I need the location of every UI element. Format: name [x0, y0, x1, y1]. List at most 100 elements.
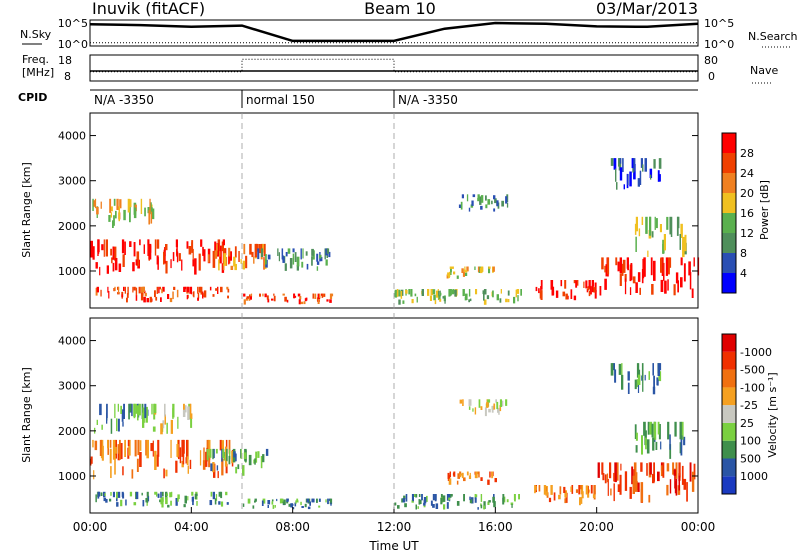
heatmap-cell	[610, 363, 614, 376]
heatmap-cell	[262, 243, 264, 253]
station-title: Inuvik (fitACF)	[92, 0, 205, 18]
heatmap-cell	[320, 256, 323, 262]
heatmap-cell	[461, 472, 464, 479]
y-tick-label: 1000	[58, 265, 86, 278]
heatmap-cell	[483, 299, 487, 305]
heatmap-cell	[170, 259, 172, 269]
heatmap-cell	[301, 261, 304, 268]
colorbar-tick-label: 28	[740, 147, 754, 160]
heatmap-cell	[632, 475, 635, 494]
heatmap-cell	[254, 498, 257, 502]
heatmap-cell	[196, 501, 198, 506]
heatmap-cell	[186, 456, 189, 466]
heatmap-cell	[165, 497, 168, 505]
heatmap-cell	[631, 158, 634, 169]
heatmap-cell	[113, 246, 117, 261]
heatmap-cell	[429, 295, 432, 301]
heatmap-cell	[629, 269, 632, 282]
heatmap-cell	[617, 261, 620, 272]
heatmap-cell	[90, 456, 93, 464]
heatmap-cell	[124, 439, 126, 457]
heatmap-cell	[448, 478, 452, 485]
heatmap-cell	[540, 286, 542, 292]
heatmap-cell	[678, 475, 680, 491]
heatmap-cell	[614, 462, 617, 483]
nave-label: Nave	[750, 64, 778, 77]
heatmap-cell	[488, 500, 491, 503]
heatmap-cell	[254, 243, 258, 258]
heatmap-cell	[680, 435, 683, 456]
heatmap-cell	[264, 293, 267, 298]
heatmap-cell	[474, 407, 477, 415]
heatmap-cell	[635, 236, 637, 252]
heatmap-cell	[472, 408, 474, 412]
heatmap-cell	[450, 266, 452, 273]
heatmap-cell	[105, 499, 108, 503]
heatmap-cell	[219, 439, 222, 451]
heatmap-cell	[480, 205, 483, 210]
heatmap-cell	[178, 439, 180, 460]
colorbar-tick-label: 24	[740, 167, 754, 180]
heatmap-cell	[114, 403, 116, 419]
heatmap-cell	[621, 363, 623, 376]
heatmap-cell	[114, 258, 118, 271]
heatmap-cell	[292, 253, 295, 265]
heatmap-cell	[450, 494, 453, 497]
heatmap-cell	[446, 494, 450, 501]
x-tick-label: 00:00	[681, 520, 716, 534]
heatmap-cell	[206, 439, 210, 457]
heatmap-cell	[585, 485, 589, 495]
heatmap-cell	[497, 407, 500, 413]
heatmap-cell	[636, 379, 639, 388]
heatmap-cell	[104, 493, 106, 496]
heatmap-cell	[456, 480, 459, 485]
heatmap-cell	[630, 263, 633, 281]
heatmap-cell	[170, 439, 172, 458]
heatmap-cell	[127, 198, 130, 213]
heatmap-cell	[146, 298, 149, 303]
heatmap-cell	[266, 295, 269, 300]
heatmap-cell	[177, 416, 179, 429]
heatmap-cell	[468, 475, 472, 479]
heatmap-cell	[306, 498, 309, 503]
heatmap-cell	[129, 403, 132, 412]
heatmap-cell	[152, 440, 154, 457]
heatmap-cell	[493, 208, 495, 212]
heatmap-cell	[296, 265, 299, 271]
heatmap-cell	[122, 466, 124, 476]
heatmap-cell	[659, 363, 662, 371]
heatmap-cell	[644, 158, 647, 172]
heatmap-cell	[110, 418, 113, 434]
heatmap-cell	[675, 272, 679, 284]
noise-left-tick-bottom: 10^0	[58, 38, 88, 51]
heatmap-cell	[215, 494, 218, 501]
heatmap-cell	[660, 258, 663, 273]
heatmap-cell	[136, 251, 140, 266]
heatmap-cell	[430, 289, 434, 296]
heatmap-cell	[300, 301, 304, 305]
heatmap-cell	[634, 223, 637, 235]
heatmap-cell	[149, 296, 152, 303]
heatmap-cell	[272, 504, 275, 509]
heatmap-cell	[454, 289, 457, 297]
heatmap-cell	[678, 462, 681, 478]
heatmap-cell	[491, 405, 494, 413]
heatmap-cell	[593, 485, 596, 495]
heatmap-cell	[281, 248, 284, 260]
heatmap-cell	[606, 473, 609, 483]
heatmap-cell	[442, 296, 445, 299]
colorbar-tick-label: 12	[740, 227, 754, 240]
heatmap-cell	[503, 496, 506, 503]
heatmap-cell	[505, 196, 508, 204]
heatmap-cell	[655, 218, 658, 229]
heatmap-cell	[186, 439, 188, 460]
heatmap-cell	[411, 500, 414, 503]
y-tick-label: 2000	[58, 425, 86, 438]
heatmap-cell	[278, 252, 280, 262]
heatmap-cell	[635, 216, 638, 232]
heatmap-cell	[456, 275, 459, 279]
heatmap-cell	[394, 289, 398, 298]
heatmap-cell	[498, 408, 500, 415]
colorbar-swatch	[722, 369, 736, 388]
heatmap-cell	[451, 266, 454, 269]
